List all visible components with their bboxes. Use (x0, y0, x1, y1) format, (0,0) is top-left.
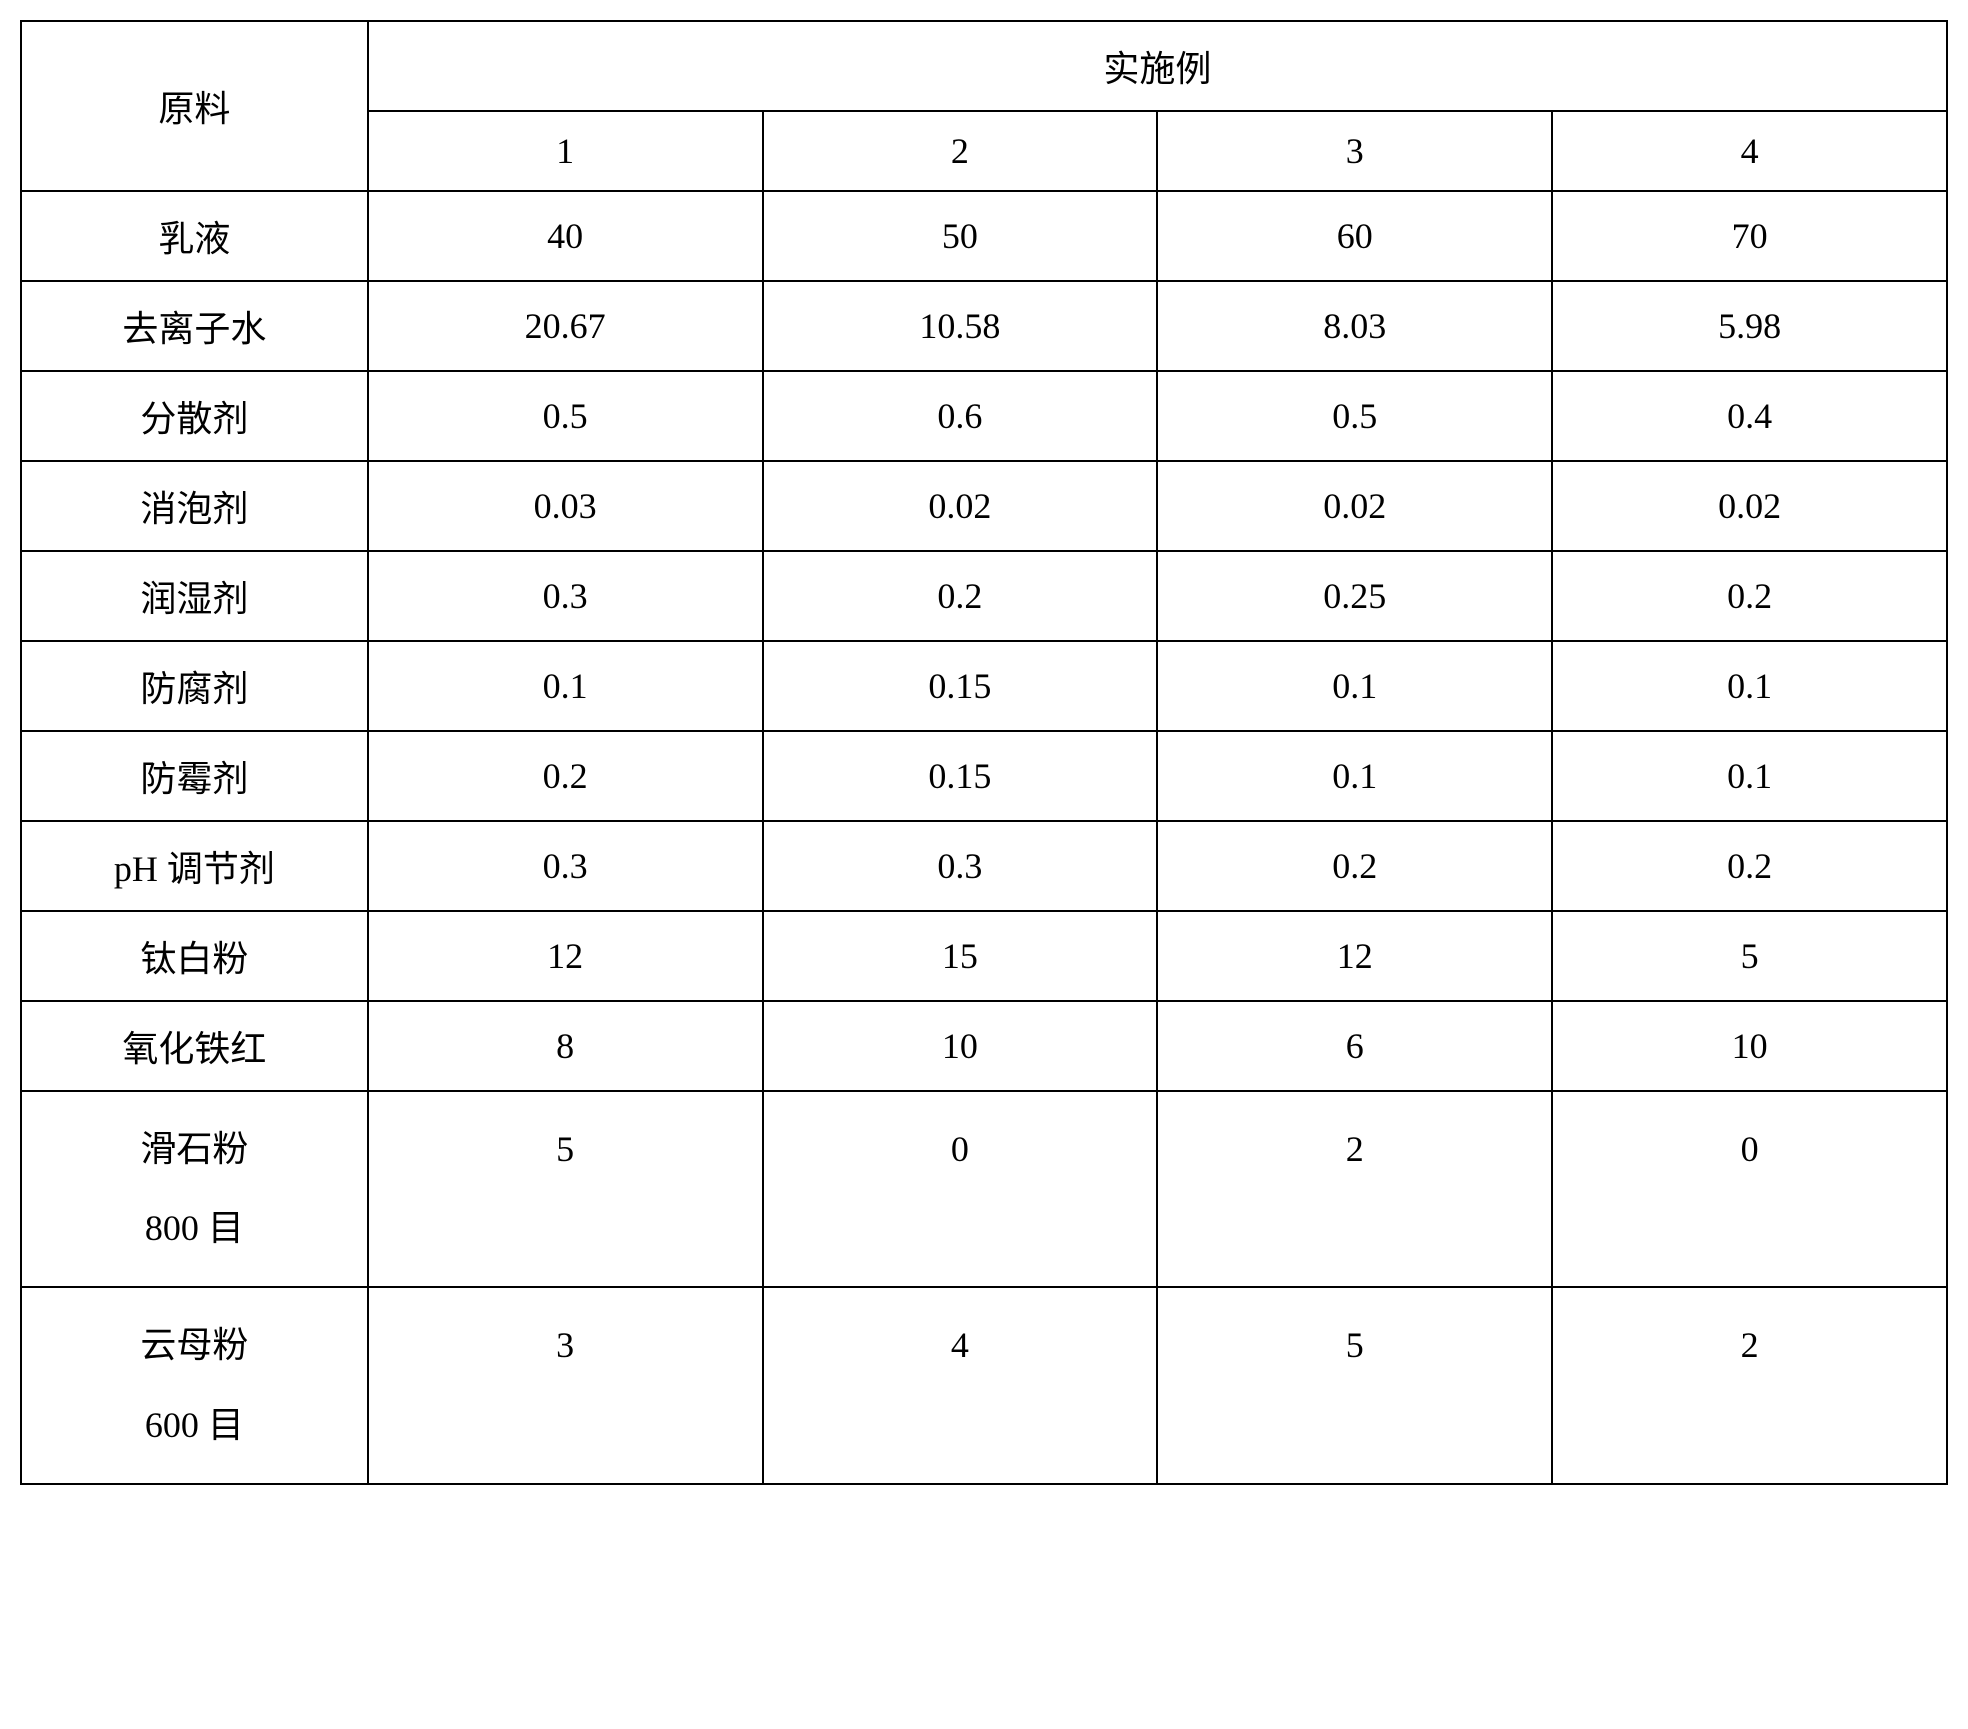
example-col-2: 2 (763, 111, 1158, 191)
cell-value: 0.02 (763, 461, 1158, 551)
row-name: 云母粉600 目 (21, 1287, 368, 1483)
cell-value: 0.25 (1157, 551, 1552, 641)
row-name: 润湿剂 (21, 551, 368, 641)
table-body: 原料 实施例 1 2 3 4 乳液40506070去离子水20.6710.588… (21, 21, 1947, 1484)
cell-value: 12 (1157, 911, 1552, 1001)
cell-value: 5 (368, 1091, 763, 1287)
cell-value: 20.67 (368, 281, 763, 371)
cell-value: 6 (1157, 1001, 1552, 1091)
cell-value: 8.03 (1157, 281, 1552, 371)
cell-value: 0.2 (1552, 551, 1947, 641)
cell-value: 70 (1552, 191, 1947, 281)
cell-value: 0.3 (763, 821, 1158, 911)
cell-value: 10 (1552, 1001, 1947, 1091)
cell-value: 0.1 (1552, 641, 1947, 731)
cell-value: 0.4 (1552, 371, 1947, 461)
cell-value: 0.1 (1157, 641, 1552, 731)
cell-value: 0.5 (1157, 371, 1552, 461)
example-col-4: 4 (1552, 111, 1947, 191)
cell-value: 0.2 (1552, 821, 1947, 911)
row-name: 分散剂 (21, 371, 368, 461)
table-row: 防霉剂0.20.150.10.1 (21, 731, 1947, 821)
cell-value: 4 (763, 1287, 1158, 1483)
row-name: 消泡剂 (21, 461, 368, 551)
table-row: 润湿剂0.30.20.250.2 (21, 551, 1947, 641)
cell-value: 2 (1552, 1287, 1947, 1483)
cell-value: 0.02 (1552, 461, 1947, 551)
example-col-1: 1 (368, 111, 763, 191)
cell-value: 60 (1157, 191, 1552, 281)
cell-value: 50 (763, 191, 1158, 281)
row-name: 氧化铁红 (21, 1001, 368, 1091)
row-name: 去离子水 (21, 281, 368, 371)
row-name: 防腐剂 (21, 641, 368, 731)
cell-value: 0.02 (1157, 461, 1552, 551)
table-row: 分散剂0.50.60.50.4 (21, 371, 1947, 461)
table-row: 乳液40506070 (21, 191, 1947, 281)
cell-value: 5.98 (1552, 281, 1947, 371)
cell-value: 40 (368, 191, 763, 281)
cell-value: 0.1 (1157, 731, 1552, 821)
table-row: 云母粉600 目3452 (21, 1287, 1947, 1483)
row-name: 防霉剂 (21, 731, 368, 821)
cell-value: 0.1 (1552, 731, 1947, 821)
header-row-1: 原料 实施例 (21, 21, 1947, 111)
cell-value: 0.2 (763, 551, 1158, 641)
cell-value: 0.3 (368, 551, 763, 641)
row-name: 滑石粉800 目 (21, 1091, 368, 1287)
cell-value: 10 (763, 1001, 1158, 1091)
table-row: 钛白粉1215125 (21, 911, 1947, 1001)
row-name: 钛白粉 (21, 911, 368, 1001)
cell-value: 0.2 (1157, 821, 1552, 911)
cell-value: 3 (368, 1287, 763, 1483)
cell-value: 8 (368, 1001, 763, 1091)
cell-value: 5 (1157, 1287, 1552, 1483)
table-row: 去离子水20.6710.588.035.98 (21, 281, 1947, 371)
cell-value: 2 (1157, 1091, 1552, 1287)
row-name: 乳液 (21, 191, 368, 281)
cell-value: 0.1 (368, 641, 763, 731)
cell-value: 5 (1552, 911, 1947, 1001)
cell-value: 12 (368, 911, 763, 1001)
formulation-table: 原料 实施例 1 2 3 4 乳液40506070去离子水20.6710.588… (20, 20, 1948, 1485)
table-row: pH 调节剂0.30.30.20.2 (21, 821, 1947, 911)
cell-value: 0.2 (368, 731, 763, 821)
table-row: 滑石粉800 目5020 (21, 1091, 1947, 1287)
table-row: 防腐剂0.10.150.10.1 (21, 641, 1947, 731)
raw-material-header: 原料 (21, 21, 368, 191)
cell-value: 0.15 (763, 641, 1158, 731)
row-name: pH 调节剂 (21, 821, 368, 911)
cell-value: 0.6 (763, 371, 1158, 461)
cell-value: 0.5 (368, 371, 763, 461)
table-row: 氧化铁红810610 (21, 1001, 1947, 1091)
table-row: 消泡剂0.030.020.020.02 (21, 461, 1947, 551)
example-header: 实施例 (368, 21, 1947, 111)
cell-value: 0.3 (368, 821, 763, 911)
cell-value: 15 (763, 911, 1158, 1001)
cell-value: 0 (763, 1091, 1158, 1287)
cell-value: 0.15 (763, 731, 1158, 821)
example-col-3: 3 (1157, 111, 1552, 191)
cell-value: 10.58 (763, 281, 1158, 371)
cell-value: 0 (1552, 1091, 1947, 1287)
cell-value: 0.03 (368, 461, 763, 551)
